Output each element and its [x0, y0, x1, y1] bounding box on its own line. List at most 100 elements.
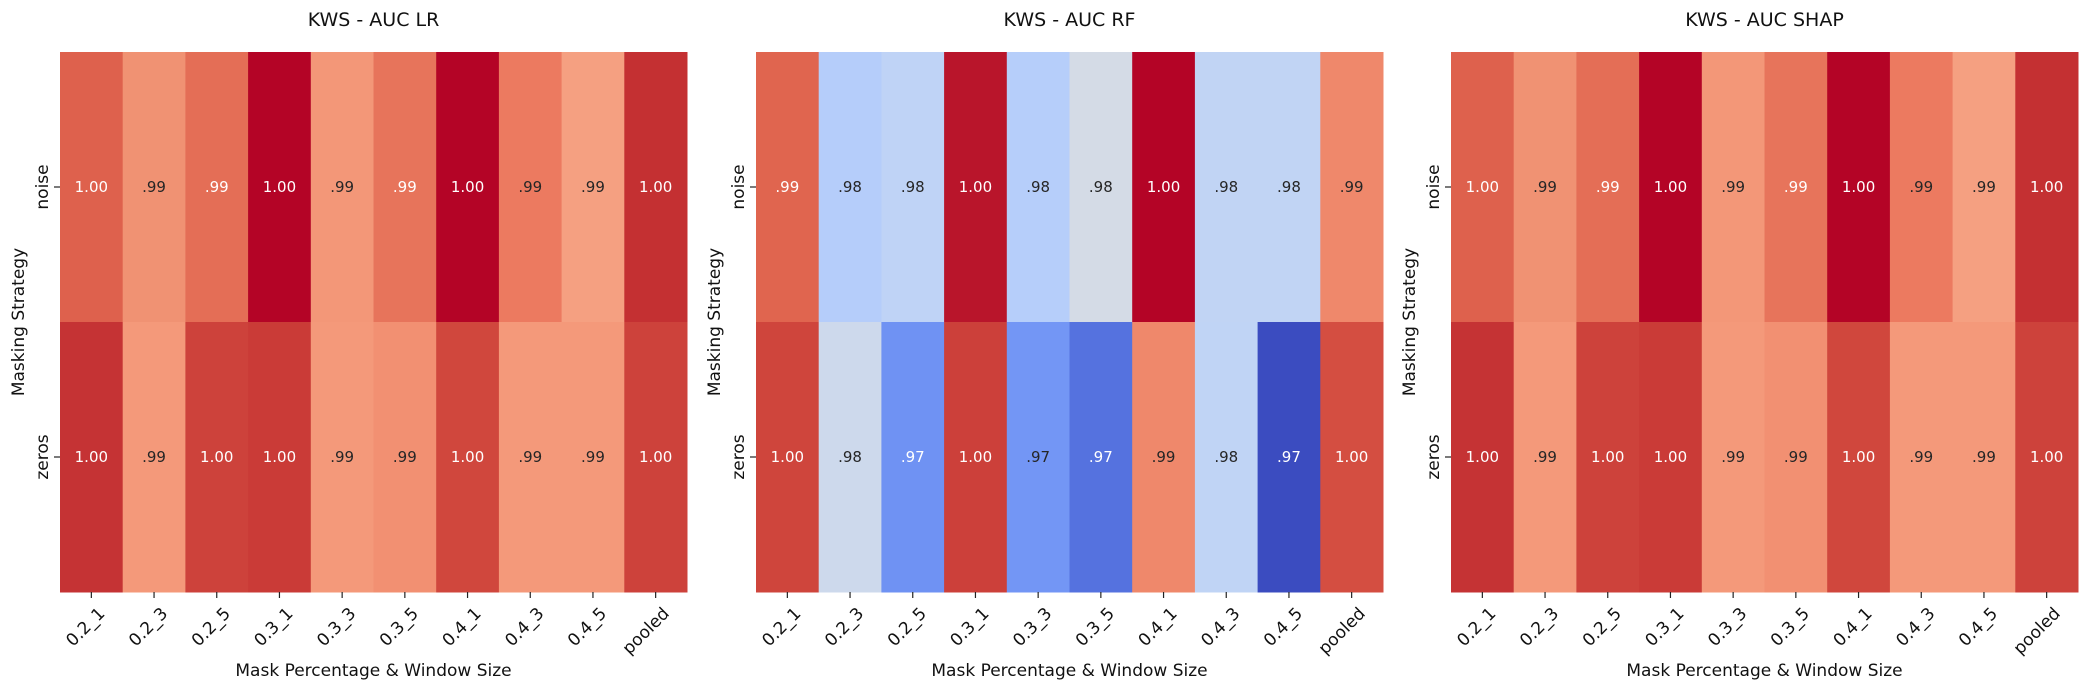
x-tick-label: 0.3_3 — [313, 604, 360, 651]
cell-value-label: .99 — [330, 448, 354, 466]
x-tick-label: 0.2_1 — [62, 604, 109, 651]
heatmap-cell — [818, 322, 882, 593]
x-tick-label: 0.2_5 — [188, 604, 235, 651]
y-tick-label: noise — [729, 164, 749, 209]
cell-value-label: .99 — [518, 178, 542, 196]
cell-value-label: .98 — [1026, 178, 1050, 196]
heatmap-cell — [881, 52, 945, 323]
heatmap-cell — [818, 52, 882, 323]
cell-value-label: 1.00 — [771, 448, 804, 466]
heatmap-cell — [1576, 322, 1640, 593]
heatmap-cell — [1952, 322, 2016, 593]
cell-value-label: .99 — [1533, 448, 1557, 466]
cell-value-label: 1.00 — [75, 178, 108, 196]
heatmap-cell — [1827, 322, 1891, 593]
heatmap-cell — [60, 322, 124, 593]
heatmap-cell — [310, 52, 374, 323]
cell-value-label: .98 — [1277, 178, 1301, 196]
cell-value-label: .99 — [1784, 178, 1808, 196]
x-tick-label: pooled — [619, 604, 674, 659]
y-tick-label: noise — [33, 164, 53, 209]
x-tick-label: 0.3_1 — [1642, 604, 1689, 651]
cell-value-label: .99 — [142, 178, 166, 196]
heatmap-cell — [1194, 322, 1259, 593]
heatmap-cell — [2015, 52, 2079, 323]
cell-value-label: .98 — [838, 448, 862, 466]
heatmap-cell — [1257, 52, 1321, 323]
cell-value-label: .99 — [1972, 448, 1996, 466]
heatmap-cell — [1701, 52, 1765, 323]
x-tick-label: 0.3_5 — [1072, 604, 1119, 651]
x-axis-label: Mask Percentage & Window Size — [235, 661, 511, 681]
heatmap-cell — [1451, 322, 1515, 593]
cell-value-label: 1.00 — [1654, 178, 1687, 196]
heatmap-cell — [1701, 322, 1765, 593]
heatmap-cell — [1194, 52, 1259, 323]
cell-value-label: .98 — [1089, 178, 1113, 196]
x-tick-label: 0.4_1 — [1830, 604, 1877, 651]
heatmap-cell — [2015, 322, 2079, 593]
cell-value-label: 1.00 — [200, 448, 233, 466]
chart-title: KWS - AUC LR — [308, 9, 440, 31]
x-tick-label: 0.3_5 — [1767, 604, 1814, 651]
cell-value-label: .98 — [1214, 178, 1238, 196]
y-axis-label: Masking Strategy — [1400, 248, 1420, 396]
cell-value-label: .99 — [1533, 178, 1557, 196]
cell-value-label: 1.00 — [1147, 178, 1180, 196]
cell-value-label: 1.00 — [451, 448, 484, 466]
heatmap-cell — [1513, 322, 1577, 593]
y-tick-label: zeros — [729, 434, 749, 479]
heatmap-cell — [756, 52, 820, 323]
x-tick-label: pooled — [2010, 604, 2065, 659]
cell-value-label: 1.00 — [1842, 448, 1875, 466]
cell-value-label: .99 — [205, 178, 229, 196]
heatmap-cell — [373, 322, 437, 593]
cell-value-label: 1.00 — [263, 448, 296, 466]
cell-value-label: .99 — [1596, 178, 1620, 196]
cell-value-label: .99 — [1152, 448, 1176, 466]
heatmap-cell — [436, 52, 500, 323]
cell-value-label: 1.00 — [263, 178, 296, 196]
cell-value-label: 1.00 — [451, 178, 484, 196]
x-tick-label: 0.4_5 — [1955, 604, 2002, 651]
x-axis-label: Mask Percentage & Window Size — [931, 661, 1207, 681]
cell-value-label: .97 — [1089, 448, 1113, 466]
x-tick-label: 0.3_5 — [376, 604, 423, 651]
chart-title: KWS - AUC RF — [1004, 9, 1136, 31]
heatmap-cell — [1069, 322, 1133, 593]
cell-value-label: .99 — [1721, 448, 1745, 466]
y-tick-label: noise — [1424, 164, 1444, 209]
heatmap-cell — [561, 52, 625, 323]
cell-value-label: 1.00 — [1591, 448, 1624, 466]
cell-value-label: .98 — [1214, 448, 1238, 466]
heatmap-cell — [1069, 52, 1133, 323]
cell-value-label: 1.00 — [1466, 178, 1499, 196]
cell-value-label: 1.00 — [639, 448, 672, 466]
cell-value-label: .99 — [393, 178, 417, 196]
heatmap-cell — [248, 322, 312, 593]
cell-value-label: .99 — [518, 448, 542, 466]
y-axis-label: Masking Strategy — [9, 248, 29, 396]
cell-value-label: 1.00 — [1335, 448, 1368, 466]
cell-value-label: .99 — [330, 178, 354, 196]
cell-value-label: .99 — [1784, 448, 1808, 466]
x-tick-label: 0.2_3 — [1516, 604, 1563, 651]
x-tick-label: pooled — [1315, 604, 1370, 659]
x-tick-label: 0.3_1 — [251, 604, 298, 651]
x-tick-label: 0.4_3 — [1197, 604, 1244, 651]
y-axis-label: Masking Strategy — [705, 248, 725, 396]
cell-value-label: .99 — [581, 448, 605, 466]
cell-value-label: 1.00 — [639, 178, 672, 196]
heatmap-cell — [1132, 322, 1196, 593]
heatmap-cell — [60, 52, 124, 323]
heatmap-cell — [561, 322, 625, 593]
heatmap-cell — [436, 322, 500, 593]
heatmap-cell — [1576, 52, 1640, 323]
heatmap-cell — [944, 52, 1008, 323]
cell-value-label: .98 — [838, 178, 862, 196]
cell-value-label: .99 — [1340, 178, 1364, 196]
cell-value-label: .97 — [901, 448, 925, 466]
x-tick-label: 0.3_3 — [1704, 604, 1751, 651]
cell-value-label: .99 — [1721, 178, 1745, 196]
